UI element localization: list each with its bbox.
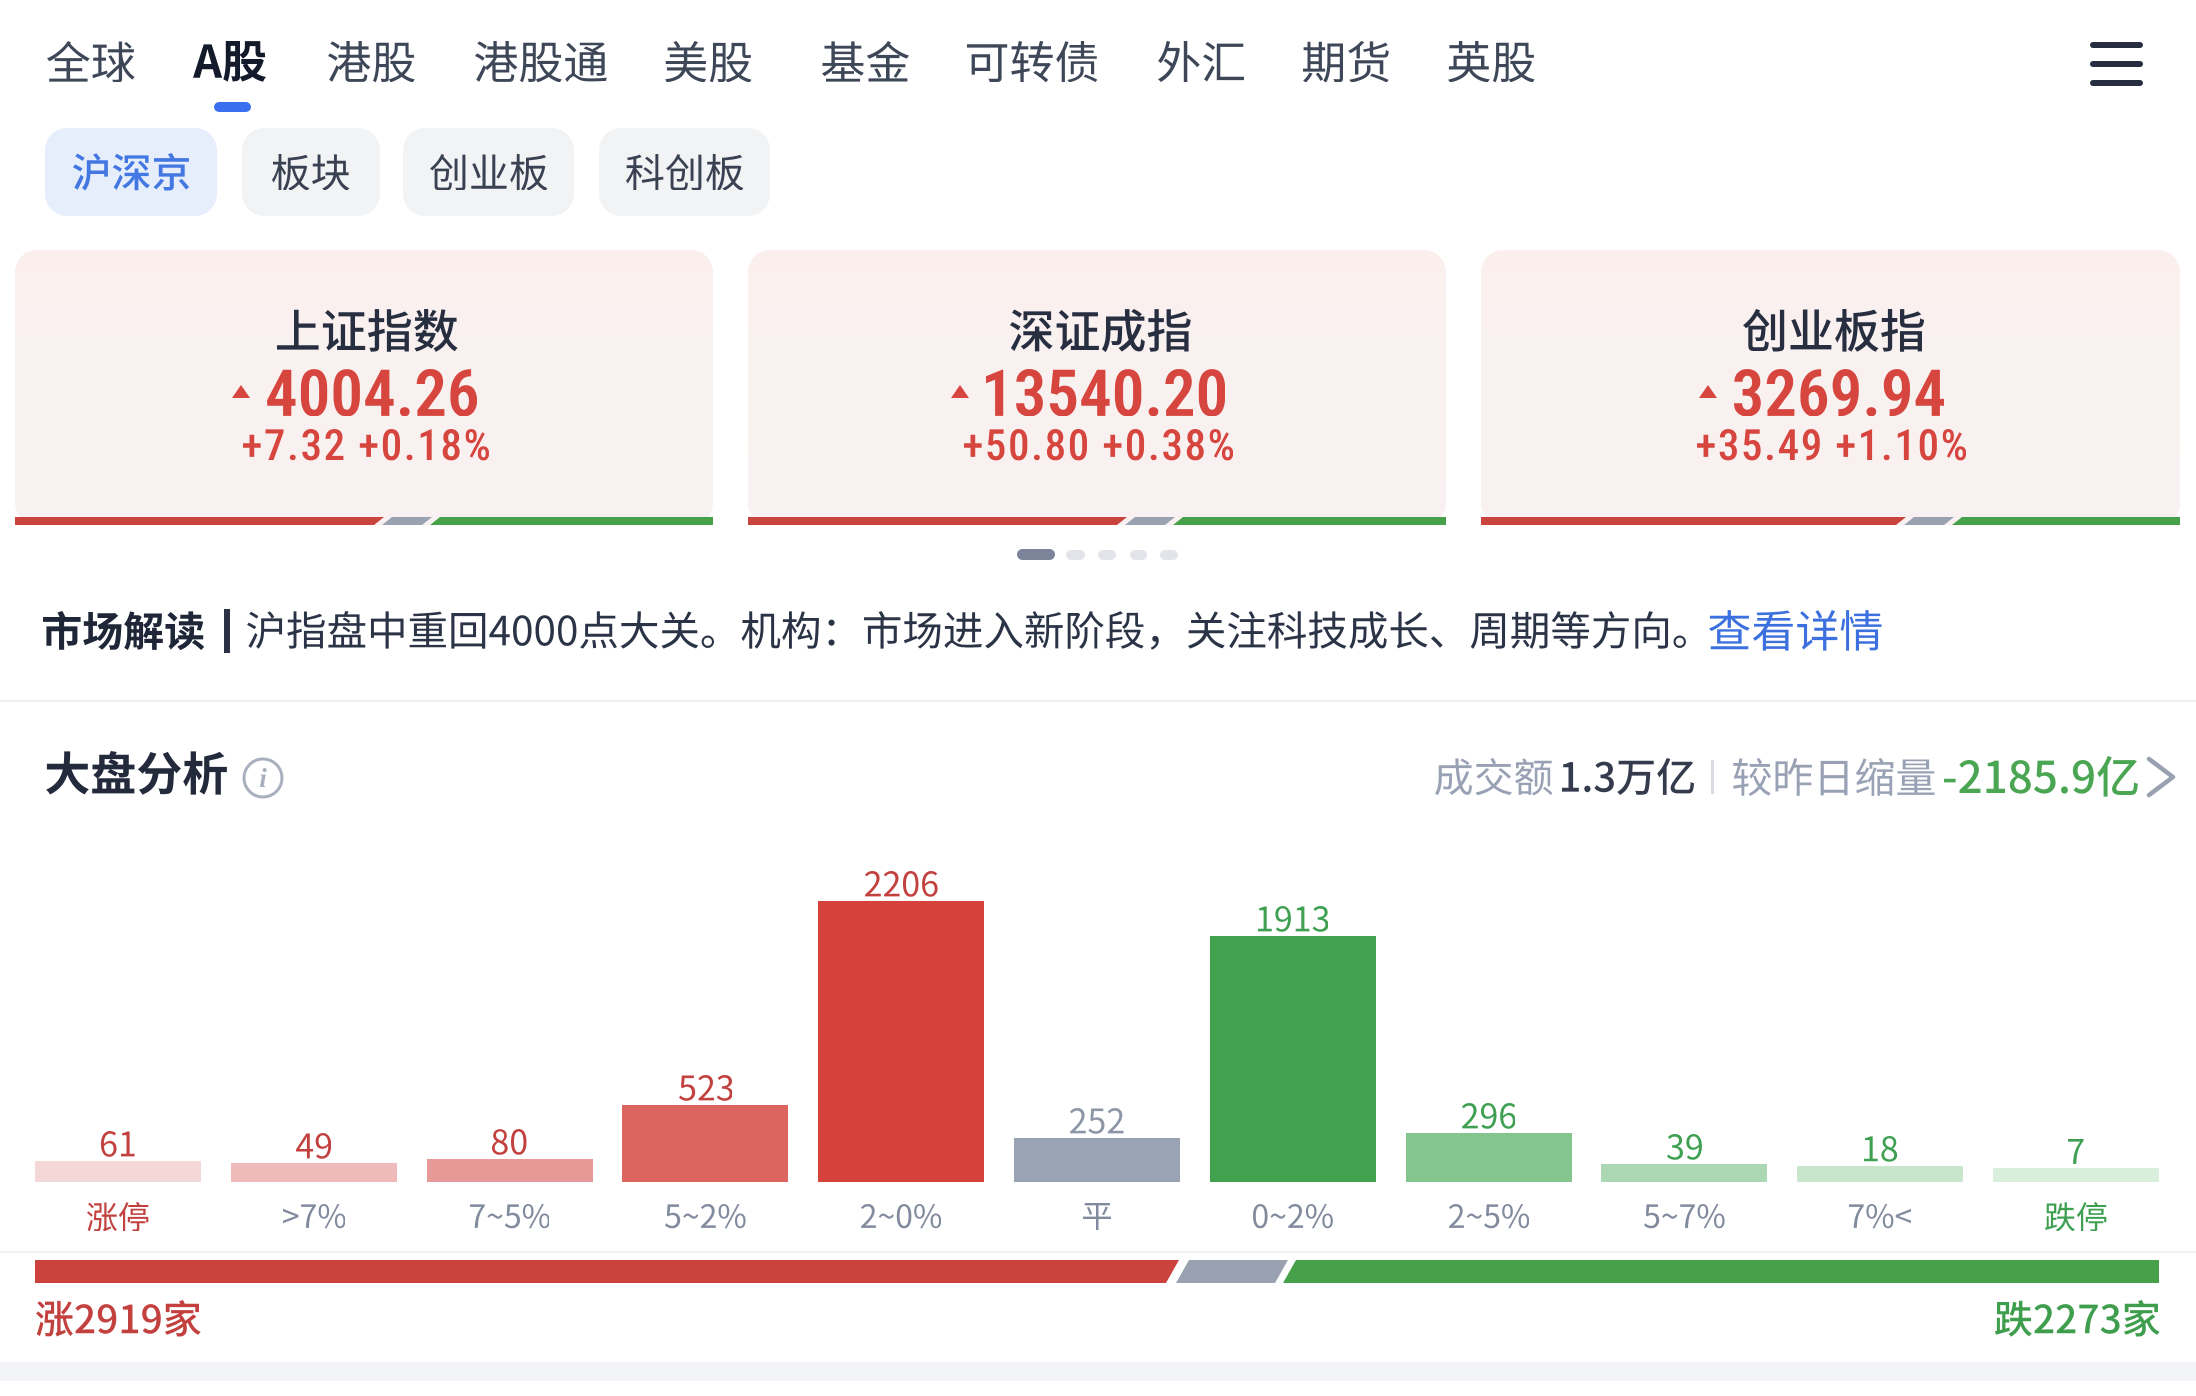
svg-text:i: i	[259, 763, 267, 793]
